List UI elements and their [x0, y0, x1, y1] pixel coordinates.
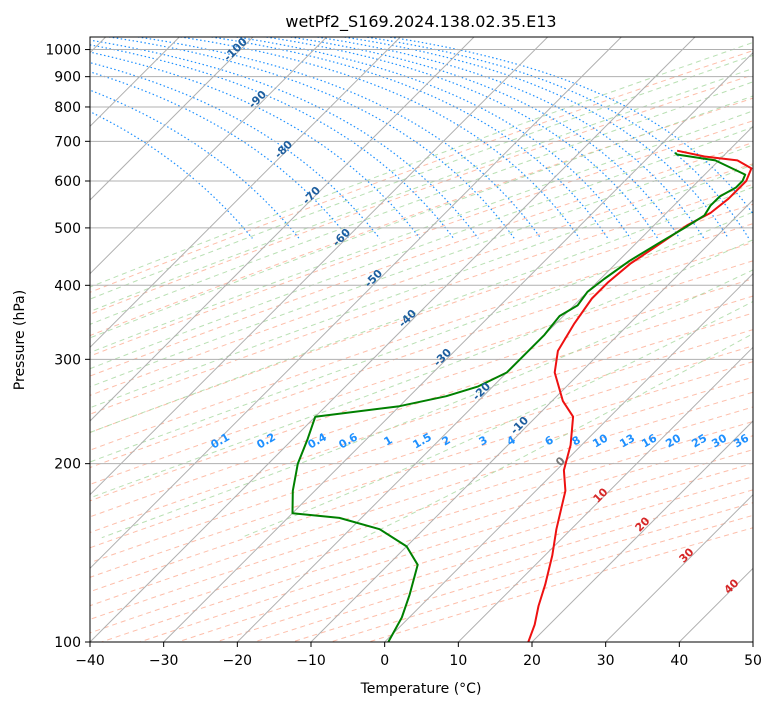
y-tick-label: 300	[54, 352, 81, 368]
mixing-ratio-line	[90, 61, 381, 239]
chart-title: wetPf2_S169.2024.138.02.35.E13	[285, 12, 556, 32]
x-tick-label: 20	[523, 653, 541, 669]
x-axis-ticks: −40 −30 −20 −10 0 10 20 30 40 50	[75, 642, 762, 669]
dry-adiabat-line	[90, 376, 753, 593]
isotherm-line	[90, 37, 401, 349]
mixing-ratio-line	[232, 37, 631, 239]
dry-adiabat-line	[90, 329, 753, 549]
mixing-ratio-line	[90, 44, 455, 239]
x-tick-label: −30	[149, 653, 179, 669]
mixing-ratio-line	[385, 37, 753, 215]
dewpoint-profile-line	[291, 151, 747, 642]
isotherm-line	[90, 37, 622, 570]
y-axis-title: Pressure (hPa)	[12, 290, 28, 390]
x-tick-label: 50	[744, 653, 762, 669]
y-tick-label: 500	[54, 221, 81, 237]
y-tick-label: 800	[54, 100, 81, 116]
isotherm-line	[90, 37, 696, 642]
dry-adiabat-line	[90, 142, 753, 377]
x-axis-title: Temperature (°C)	[360, 681, 482, 697]
dry-adiabat-line	[90, 241, 753, 469]
isotherm-line	[384, 272, 753, 642]
mixing-ratio-line	[105, 37, 515, 239]
isotherm-line	[531, 420, 753, 642]
x-tick-label: −40	[75, 653, 105, 669]
isotherm-line	[310, 199, 753, 642]
x-tick-label: 0	[380, 653, 389, 669]
y-tick-label: 200	[54, 457, 81, 473]
isotherm-line	[605, 493, 753, 642]
dry-adiabat-line	[90, 345, 753, 564]
y-tick-label: 100	[54, 635, 81, 651]
mixing-ratio-line	[90, 39, 479, 239]
x-tick-label: 30	[597, 653, 615, 669]
series-lines	[291, 149, 753, 642]
y-tick-label: 900	[54, 70, 81, 86]
temperature-profile-line	[527, 149, 753, 642]
dry-adiabat-line	[90, 391, 753, 607]
isotherm-line	[457, 346, 753, 642]
isotherm-line	[90, 37, 328, 275]
y-tick-label: 600	[54, 174, 81, 190]
dry-adiabat-line	[90, 74, 753, 315]
mixing-ratio-line	[90, 51, 421, 239]
dry-adiabat-line	[90, 50, 753, 293]
x-tick-label: −20	[223, 653, 253, 669]
mixing-ratio-line	[286, 37, 681, 239]
plot-frame	[89, 36, 754, 643]
y-axis-ticks: 1000 900 800 700 600 500 400 300 200 100	[45, 43, 90, 651]
y-tick-label: 1000	[45, 43, 81, 59]
y-tick-label: 700	[54, 134, 81, 150]
x-tick-label: 10	[449, 653, 467, 669]
mixing-ratio-line	[134, 37, 542, 239]
x-tick-label: 40	[670, 653, 688, 669]
y-tick-label: 400	[54, 278, 81, 294]
mixing-ratio-line	[362, 37, 750, 239]
isotherm-line	[90, 37, 475, 422]
dry-adiabat-line	[90, 97, 753, 337]
isotherm-line	[90, 37, 549, 496]
x-tick-label: −10	[296, 653, 326, 669]
mixing-ratio-line	[90, 89, 300, 239]
isotherm-line	[163, 51, 753, 642]
dry-adiabat-line	[90, 163, 753, 396]
isotherm-line	[90, 37, 254, 201]
